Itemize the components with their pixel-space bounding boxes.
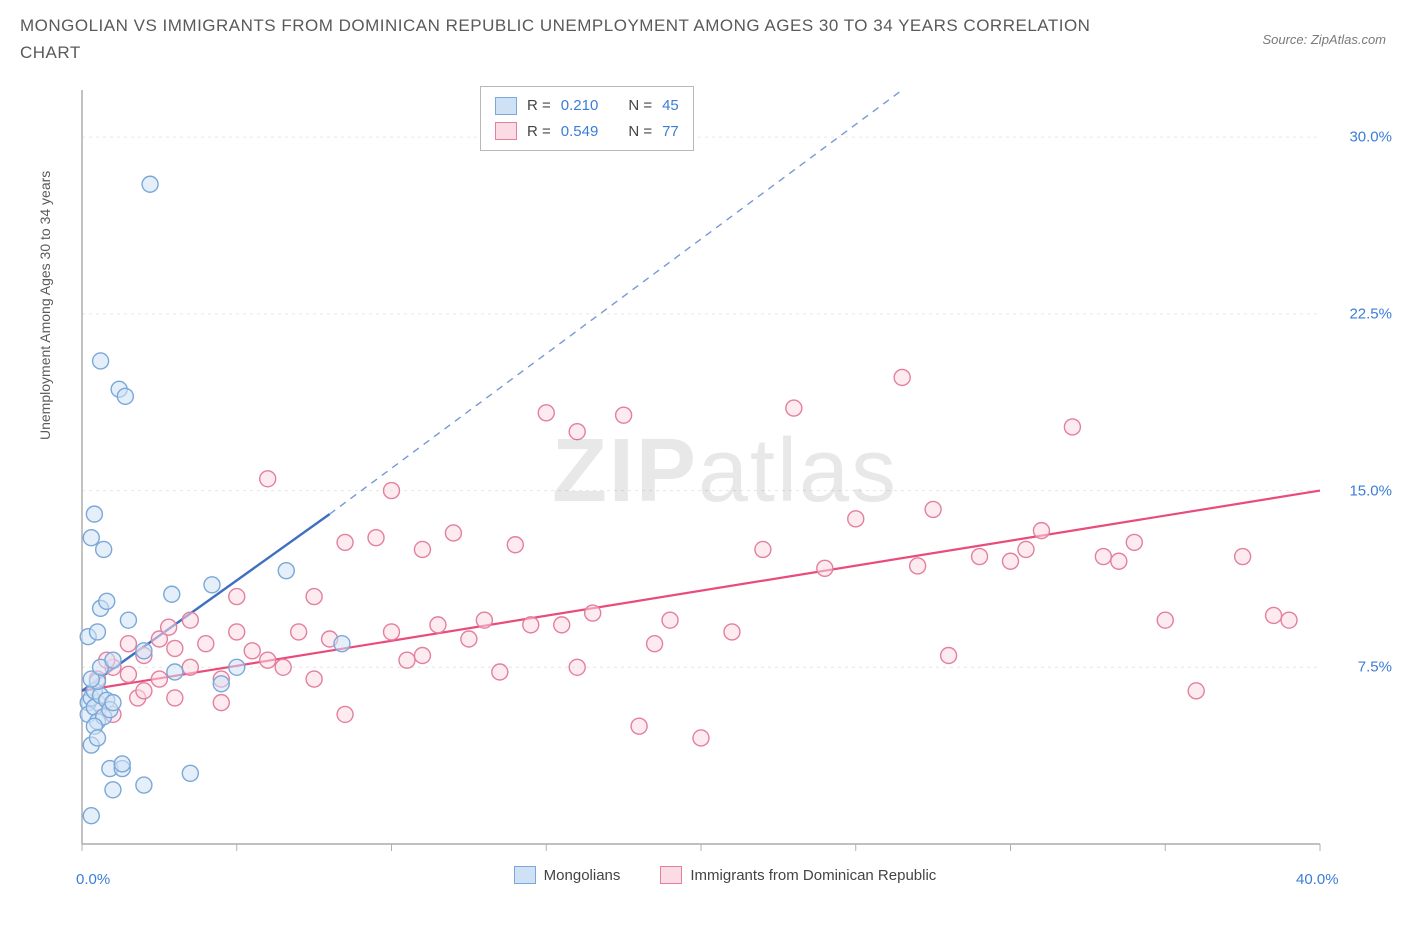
n-label: N =	[628, 119, 652, 145]
legend-item-mongolians: Mongolians	[514, 866, 621, 884]
legend-row-mongolians: R = 0.210 N = 45	[495, 93, 679, 119]
y-tick-label: 7.5%	[1358, 659, 1392, 676]
y-axis-label: Unemployment Among Ages 30 to 34 years	[37, 171, 53, 440]
chart-title: MONGOLIAN VS IMMIGRANTS FROM DOMINICAN R…	[20, 12, 1120, 66]
series-legend: Mongolians Immigrants from Dominican Rep…	[60, 866, 1390, 884]
legend-item-dominican: Immigrants from Dominican Republic	[660, 866, 936, 884]
scatter-plot	[60, 82, 1390, 882]
r-value-mongolians: 0.210	[561, 93, 599, 119]
source-attribution: Source: ZipAtlas.com	[1262, 32, 1386, 47]
chart-container: Unemployment Among Ages 30 to 34 years Z…	[60, 82, 1390, 882]
legend-label-mongolians: Mongolians	[544, 867, 621, 884]
legend-row-dominican: R = 0.549 N = 77	[495, 119, 679, 145]
n-label: N =	[628, 93, 652, 119]
r-label: R =	[527, 119, 551, 145]
correlation-legend: R = 0.210 N = 45 R = 0.549 N = 77	[480, 86, 694, 151]
legend-swatch-mongolians-icon	[514, 866, 536, 884]
r-label: R =	[527, 93, 551, 119]
legend-swatch-dominican	[495, 122, 517, 140]
r-value-dominican: 0.549	[561, 119, 599, 145]
legend-label-dominican: Immigrants from Dominican Republic	[690, 867, 936, 884]
legend-swatch-mongolians	[495, 97, 517, 115]
y-tick-label: 22.5%	[1349, 305, 1392, 322]
legend-swatch-dominican-icon	[660, 866, 682, 884]
y-tick-label: 30.0%	[1349, 129, 1392, 146]
n-value-dominican: 77	[662, 119, 679, 145]
n-value-mongolians: 45	[662, 93, 679, 119]
y-tick-label: 15.0%	[1349, 482, 1392, 499]
